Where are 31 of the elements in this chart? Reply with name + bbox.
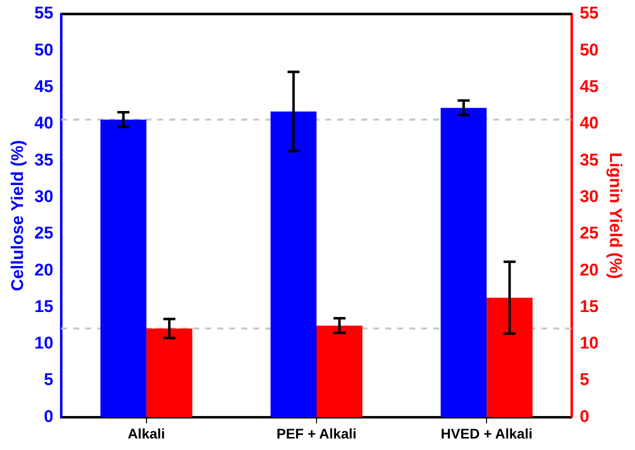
y-tick-label: 10 (34, 334, 54, 353)
y2-tick-label: 15 (580, 296, 599, 316)
y-tick-label: 20 (34, 260, 54, 280)
y2-tick-label: 35 (580, 150, 599, 170)
y-axis-title: Cellulose Yield (%) (8, 140, 27, 292)
x-tick-label: PEF + Alkali (276, 425, 357, 442)
y2-tick-label: 0 (580, 406, 590, 426)
y-tick-label: 15 (34, 296, 54, 316)
y-tick-label: 5 (44, 370, 54, 390)
y2-tick-label: 45 (580, 76, 599, 96)
y2-tick-label: 55 (580, 4, 599, 23)
y2-tick-label: 10 (580, 334, 599, 353)
x-tick-label: HVED + Alkali (440, 425, 532, 442)
y2-tick-label: 25 (580, 224, 599, 243)
y-tick-label: 0 (44, 406, 54, 426)
y2-tick-label: 20 (580, 260, 599, 280)
bar (146, 328, 192, 418)
y-tick-label: 35 (34, 150, 54, 170)
y-tick-label: 40 (34, 114, 54, 133)
y2-tick-label: 5 (580, 370, 590, 390)
x-tick-label: Alkali (128, 425, 166, 442)
y2-tick-label: 50 (580, 40, 599, 60)
y-tick-label: 30 (34, 186, 54, 206)
y-tick-label: 50 (34, 40, 54, 60)
bar (316, 326, 362, 418)
y-tick-label: 45 (34, 76, 54, 96)
y2-tick-label: 30 (580, 186, 599, 206)
y-tick-label: 25 (34, 224, 54, 243)
y2-tick-label: 40 (580, 114, 599, 133)
y2-axis-title: Lignin Yield (%) (606, 152, 626, 279)
y-tick-label: 55 (34, 4, 54, 23)
